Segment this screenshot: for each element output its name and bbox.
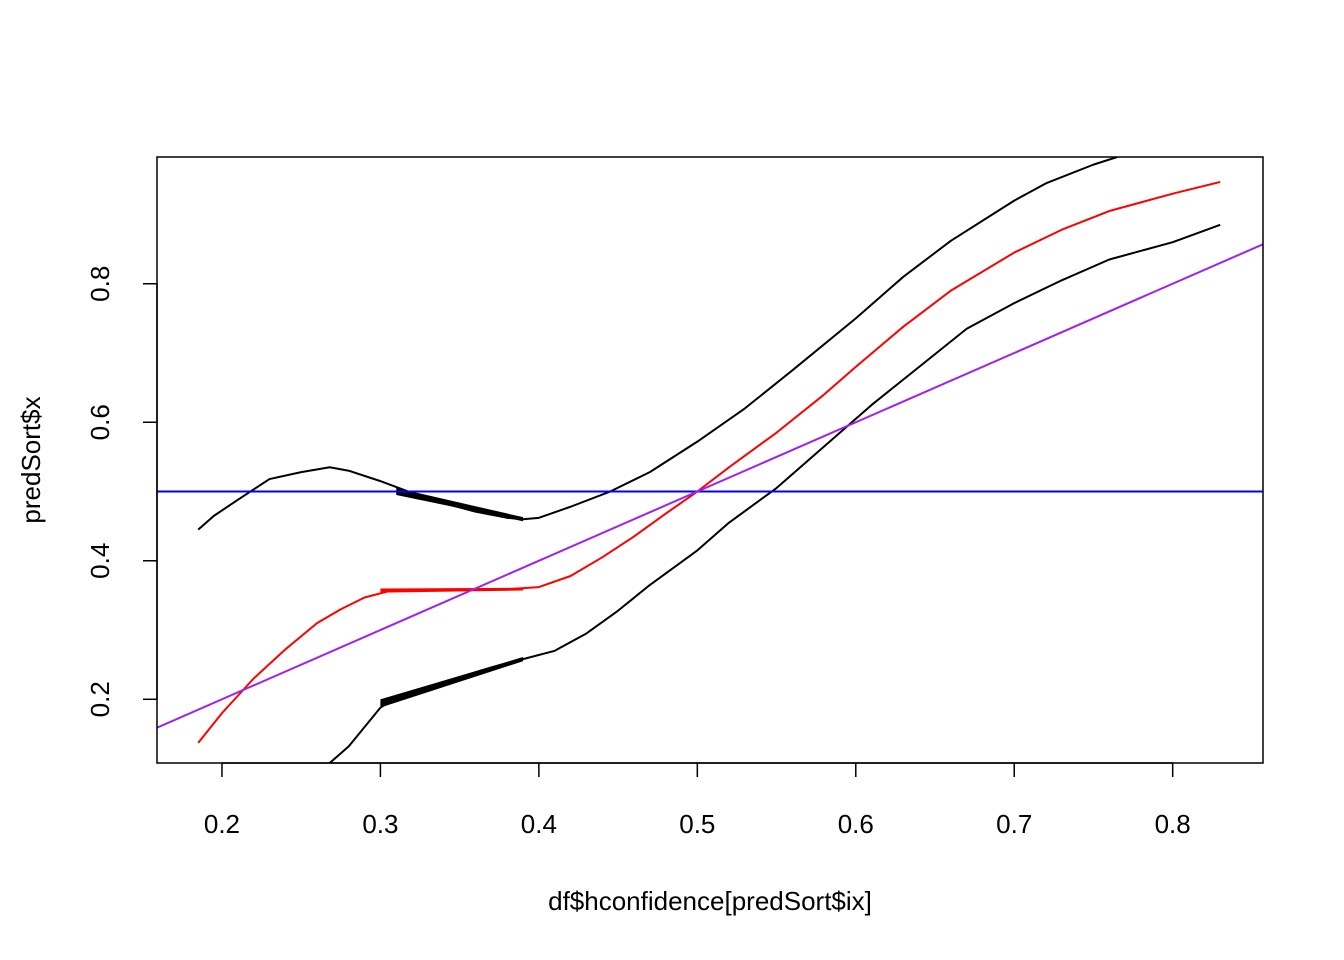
x-tick-label: 0.7 (996, 809, 1032, 839)
y-tick-label: 0.8 (85, 266, 115, 302)
x-tick-label: 0.8 (1155, 809, 1191, 839)
series-group (157, 157, 1263, 763)
series-line-1 (197, 157, 1118, 531)
x-tick-label: 0.4 (521, 809, 557, 839)
series-line-4 (157, 243, 1263, 729)
plot-frame (156, 156, 1264, 764)
y-tick-label: 0.6 (85, 404, 115, 440)
x-axis-title: df$hconfidence[predSort$ix] (548, 886, 872, 916)
x-axis: 0.2 0.3 0.4 0.5 0.6 0.7 0.8 (204, 762, 1191, 839)
series-line-2 (329, 223, 1221, 763)
x-tick-label: 0.5 (679, 809, 715, 839)
y-axis-title: predSort$x (16, 396, 46, 523)
y-tick-label: 0.4 (85, 543, 115, 579)
x-tick-label: 0.6 (838, 809, 874, 839)
y-axis: 0.2 0.4 0.6 0.8 (85, 266, 158, 717)
x-tick-label: 0.3 (362, 809, 398, 839)
series-line-0 (197, 180, 1221, 744)
x-tick-label: 0.2 (204, 809, 240, 839)
band-0 (396, 488, 524, 522)
y-tick-label: 0.2 (85, 681, 115, 717)
